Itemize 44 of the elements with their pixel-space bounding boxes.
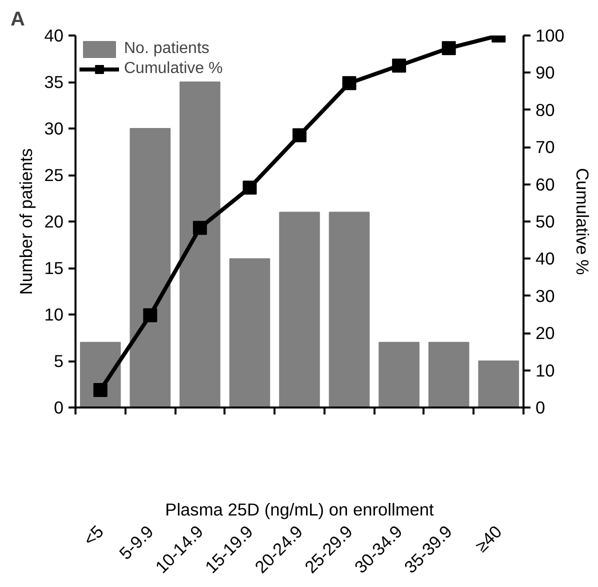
y2-axis-title: Cumulative % [572, 168, 592, 275]
bar [378, 342, 420, 408]
bar [180, 82, 220, 408]
y2-tick-label: 60 [536, 174, 555, 194]
point [442, 41, 456, 56]
y2-tick-label: 10 [536, 360, 555, 380]
point [143, 308, 158, 322]
y2-tick-label: 0 [536, 398, 546, 418]
point [392, 58, 406, 73]
legend-label: No. patients [124, 40, 210, 58]
y2-tick-label: 30 [536, 286, 555, 306]
point [192, 220, 207, 235]
y-tick-label: 35 [44, 72, 64, 92]
y-tick-label: 30 [44, 118, 64, 138]
bar [130, 128, 171, 408]
y2-tick-label: 20 [536, 323, 555, 344]
y-tick-label: 20 [44, 212, 64, 232]
bar [279, 212, 320, 408]
y-tick-label: 5 [54, 351, 64, 371]
y2-tick-label: 80 [536, 100, 555, 120]
x-tick-label: <5 [79, 521, 108, 550]
x-axis-title: Plasma 25D (ng/mL) on enrollment [165, 500, 434, 520]
bar [328, 212, 370, 408]
y2-tick-label: 40 [536, 248, 555, 269]
y2-tick-label: 100 [536, 26, 564, 46]
y-tick-label: 10 [44, 304, 64, 324]
point [342, 76, 356, 90]
y-axis-title: Number of patients [16, 148, 36, 295]
y2-tick-label: 50 [536, 212, 555, 232]
y2-tick-label: 90 [536, 62, 555, 83]
bar [229, 258, 270, 408]
point [242, 180, 257, 195]
y-tick-label: 0 [54, 398, 64, 418]
bar [428, 342, 470, 408]
y-tick-label: 15 [44, 258, 64, 278]
point [292, 128, 306, 142]
text: A [10, 8, 25, 30]
bar [478, 360, 520, 408]
x-tick-label: ≥40 [471, 521, 506, 556]
y2-tick-label: 70 [536, 137, 555, 158]
legend-label: Cumulative % [124, 60, 223, 78]
y-tick-label: 40 [44, 26, 64, 46]
y-tick-label: 25 [44, 165, 64, 185]
point [93, 383, 108, 398]
